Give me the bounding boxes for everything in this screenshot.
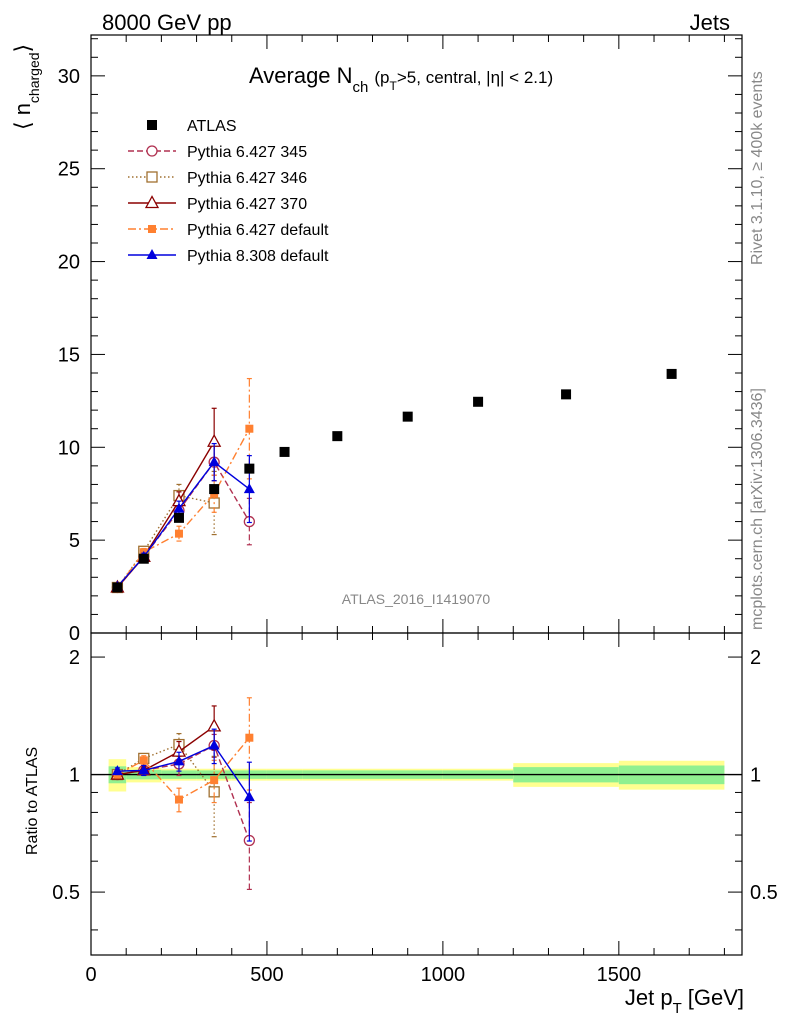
ratio-tick-label-right: 0.5 <box>750 882 778 904</box>
plot-title-paren-sub: T <box>390 79 398 93</box>
x-tick-label: 500 <box>250 964 283 986</box>
atlas-point <box>209 484 220 495</box>
legend-marker <box>147 120 157 130</box>
y-axis-label-open: ⟨ n <box>10 103 35 130</box>
legend-marker <box>148 225 156 233</box>
x-tick-label: 0 <box>85 964 96 986</box>
atlas-point <box>402 411 413 422</box>
ratio-point <box>208 739 220 750</box>
legend-label: Pythia 8.308 default <box>187 248 329 265</box>
atlas-point <box>173 512 184 523</box>
main-data-layer <box>110 368 677 594</box>
ratio-y-ticks: 0.5 0.5 1 1 2 2 <box>52 647 778 931</box>
header-left: 8000 GeV pp <box>102 10 232 35</box>
data-point <box>173 502 185 513</box>
ratio-tick-label-right: 1 <box>750 765 761 787</box>
legend-marker <box>144 195 160 209</box>
ratio-y-axis-label: Ratio to ATLAS <box>24 747 41 855</box>
ratio-tick-label: 1 <box>69 765 80 787</box>
plot-title-paren: (p <box>374 68 389 87</box>
ratio-tick-label-right: 2 <box>750 647 761 669</box>
legend-marker <box>146 145 158 157</box>
main-y-ticks: 0 5 10 15 20 25 30 <box>58 38 742 645</box>
header-right: Jets <box>690 10 730 35</box>
ratio-data-layer <box>110 697 256 891</box>
legend-label: Pythia 6.427 370 <box>187 196 307 213</box>
legend-marker <box>146 249 158 259</box>
x-axis-label-unit: [GeV] <box>688 985 744 1010</box>
data-point <box>174 529 183 538</box>
legend-label: Pythia 6.427 345 <box>187 144 307 161</box>
atlas-point <box>473 396 484 407</box>
plot-title-main: Average N <box>249 63 353 88</box>
x-axis-ticks: 0 500 1000 1500 <box>85 35 725 986</box>
ratio-point <box>243 791 255 802</box>
data-point <box>243 483 255 494</box>
rivet-label: Rivet 3.1.10, ≥ 400k events <box>749 71 766 265</box>
x-axis-label: Jet pT [GeV] <box>625 985 744 1017</box>
svg-text:⟨ ncharged⟩: ⟨ ncharged⟩ <box>10 44 42 130</box>
y-tick-label: 15 <box>58 344 80 366</box>
series-line <box>116 460 250 588</box>
x-axis-label-sub: T <box>673 1000 682 1017</box>
mcplots-label: mcplots.cern.ch [arXiv:1306.3436] <box>749 388 766 630</box>
data-point <box>245 424 254 433</box>
legend-label: Pythia 6.427 346 <box>187 170 307 187</box>
legend-label: Pythia 6.427 default <box>187 222 329 239</box>
ratio-point <box>139 756 148 765</box>
ratio-point <box>173 755 185 766</box>
y-tick-label: 10 <box>58 437 80 459</box>
ratio-series-line <box>117 725 215 776</box>
y-tick-label: 20 <box>58 252 80 274</box>
y-tick-label: 30 <box>58 66 80 88</box>
series-line <box>116 494 215 588</box>
plot-title-sub: ch <box>353 79 369 96</box>
analysis-watermark: ATLAS_2016_I1419070 <box>342 591 491 607</box>
plot-title: Average Nch (pT>5, central, |η| < 2.1) <box>249 63 553 96</box>
atlas-point <box>332 431 343 442</box>
atlas-point <box>561 389 572 400</box>
y-tick-label: 0 <box>69 623 80 645</box>
atlas-point <box>138 553 149 564</box>
data-point <box>208 456 220 467</box>
ratio-tick-label: 0.5 <box>52 882 80 904</box>
y-tick-label: 25 <box>58 159 80 181</box>
y-axis-label-sub: charged <box>26 52 42 103</box>
ratio-point <box>210 776 219 785</box>
x-axis-label-main: Jet p <box>625 985 673 1010</box>
ratio-tick-label: 2 <box>69 647 80 669</box>
legend-label: ATLAS <box>187 118 237 135</box>
ratio-point <box>111 765 123 776</box>
atlas-point <box>279 446 290 457</box>
y-tick-label: 5 <box>69 530 80 552</box>
ratio-point <box>174 795 183 804</box>
y-axis-label: ⟨ ncharged⟩ <box>10 44 42 130</box>
ratio-point <box>138 764 150 775</box>
atlas-point <box>244 463 255 474</box>
x-tick-label: 1500 <box>597 964 642 986</box>
x-tick-label: 1000 <box>421 964 466 986</box>
legend-marker <box>146 171 158 183</box>
ratio-panel-frame <box>90 632 743 956</box>
ratio-series-line <box>117 744 251 841</box>
atlas-point <box>112 582 123 593</box>
plot-title-rest: >5, central, |η| < 2.1) <box>397 68 553 87</box>
y-axis-label-close: ⟩ <box>10 44 35 53</box>
atlas-point <box>666 368 677 379</box>
ratio-point <box>245 733 254 742</box>
legend: ATLAS Pythia 6.427 345 Pythia 6.427 346 Pyt… <box>128 118 329 265</box>
